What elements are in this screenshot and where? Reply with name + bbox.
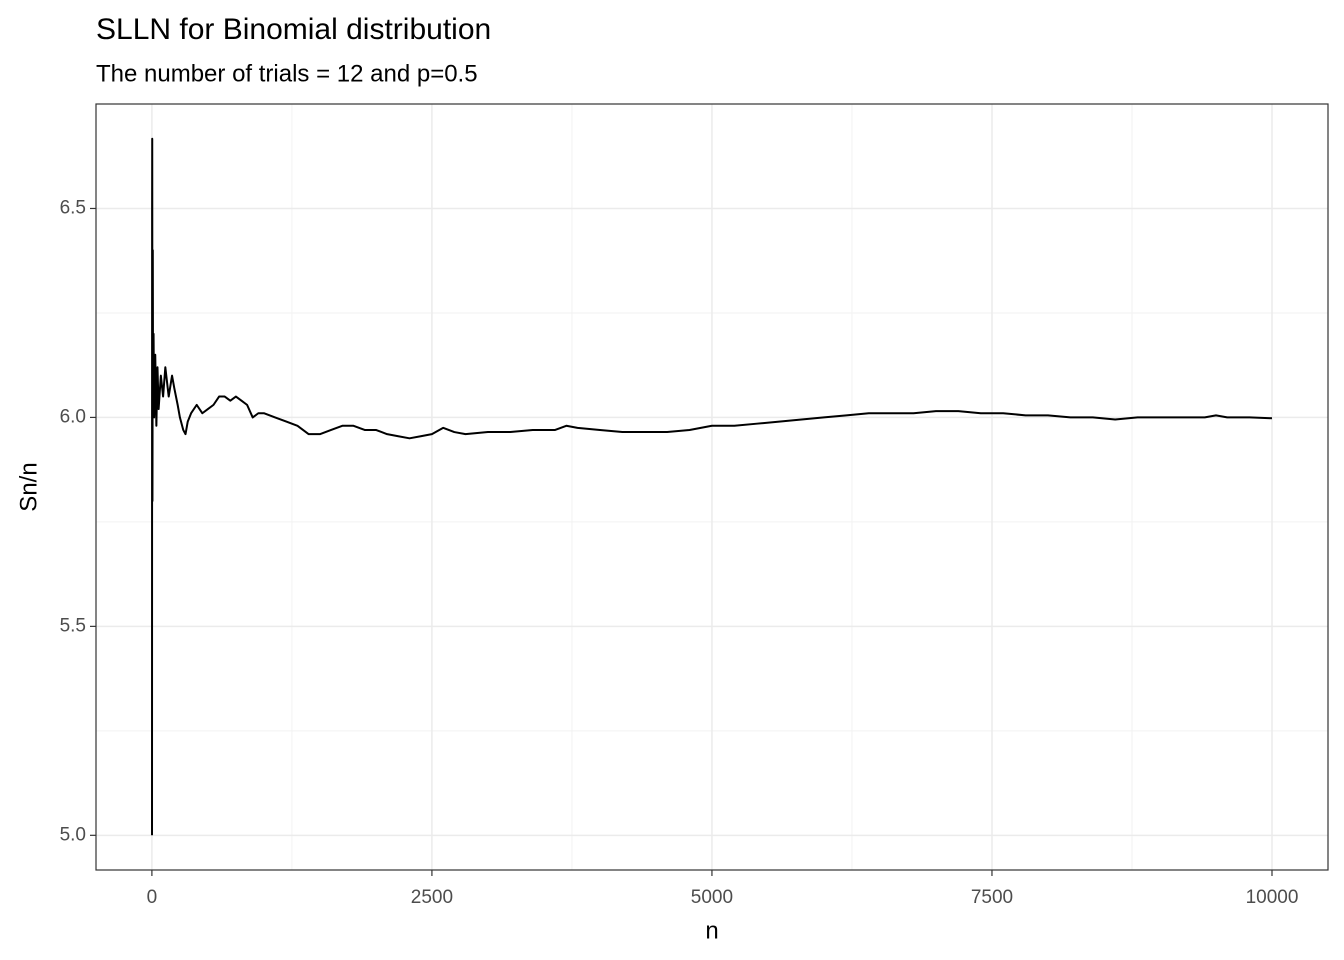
data-line	[151, 137, 1273, 836]
y-axis-title: Sn/n	[15, 462, 42, 511]
x-tick-label: 0	[147, 887, 158, 908]
y-tick-label: 5.5	[60, 615, 86, 636]
y-tick-label: 5.0	[60, 824, 86, 845]
x-tick-label: 2500	[411, 887, 453, 908]
x-tick-label: 7500	[971, 887, 1013, 908]
chart-subtitle: The number of trials = 12 and p=0.5	[96, 60, 478, 87]
x-axis-title: n	[705, 917, 718, 944]
panel-border	[95, 103, 1329, 871]
y-tick-label: 6.5	[60, 197, 86, 218]
y-tick-label: 6.0	[60, 406, 86, 427]
x-tick-label: 5000	[691, 887, 733, 908]
chart-title: SLLN for Binomial distribution	[96, 13, 491, 46]
x-tick-label: 10000	[1246, 887, 1299, 908]
